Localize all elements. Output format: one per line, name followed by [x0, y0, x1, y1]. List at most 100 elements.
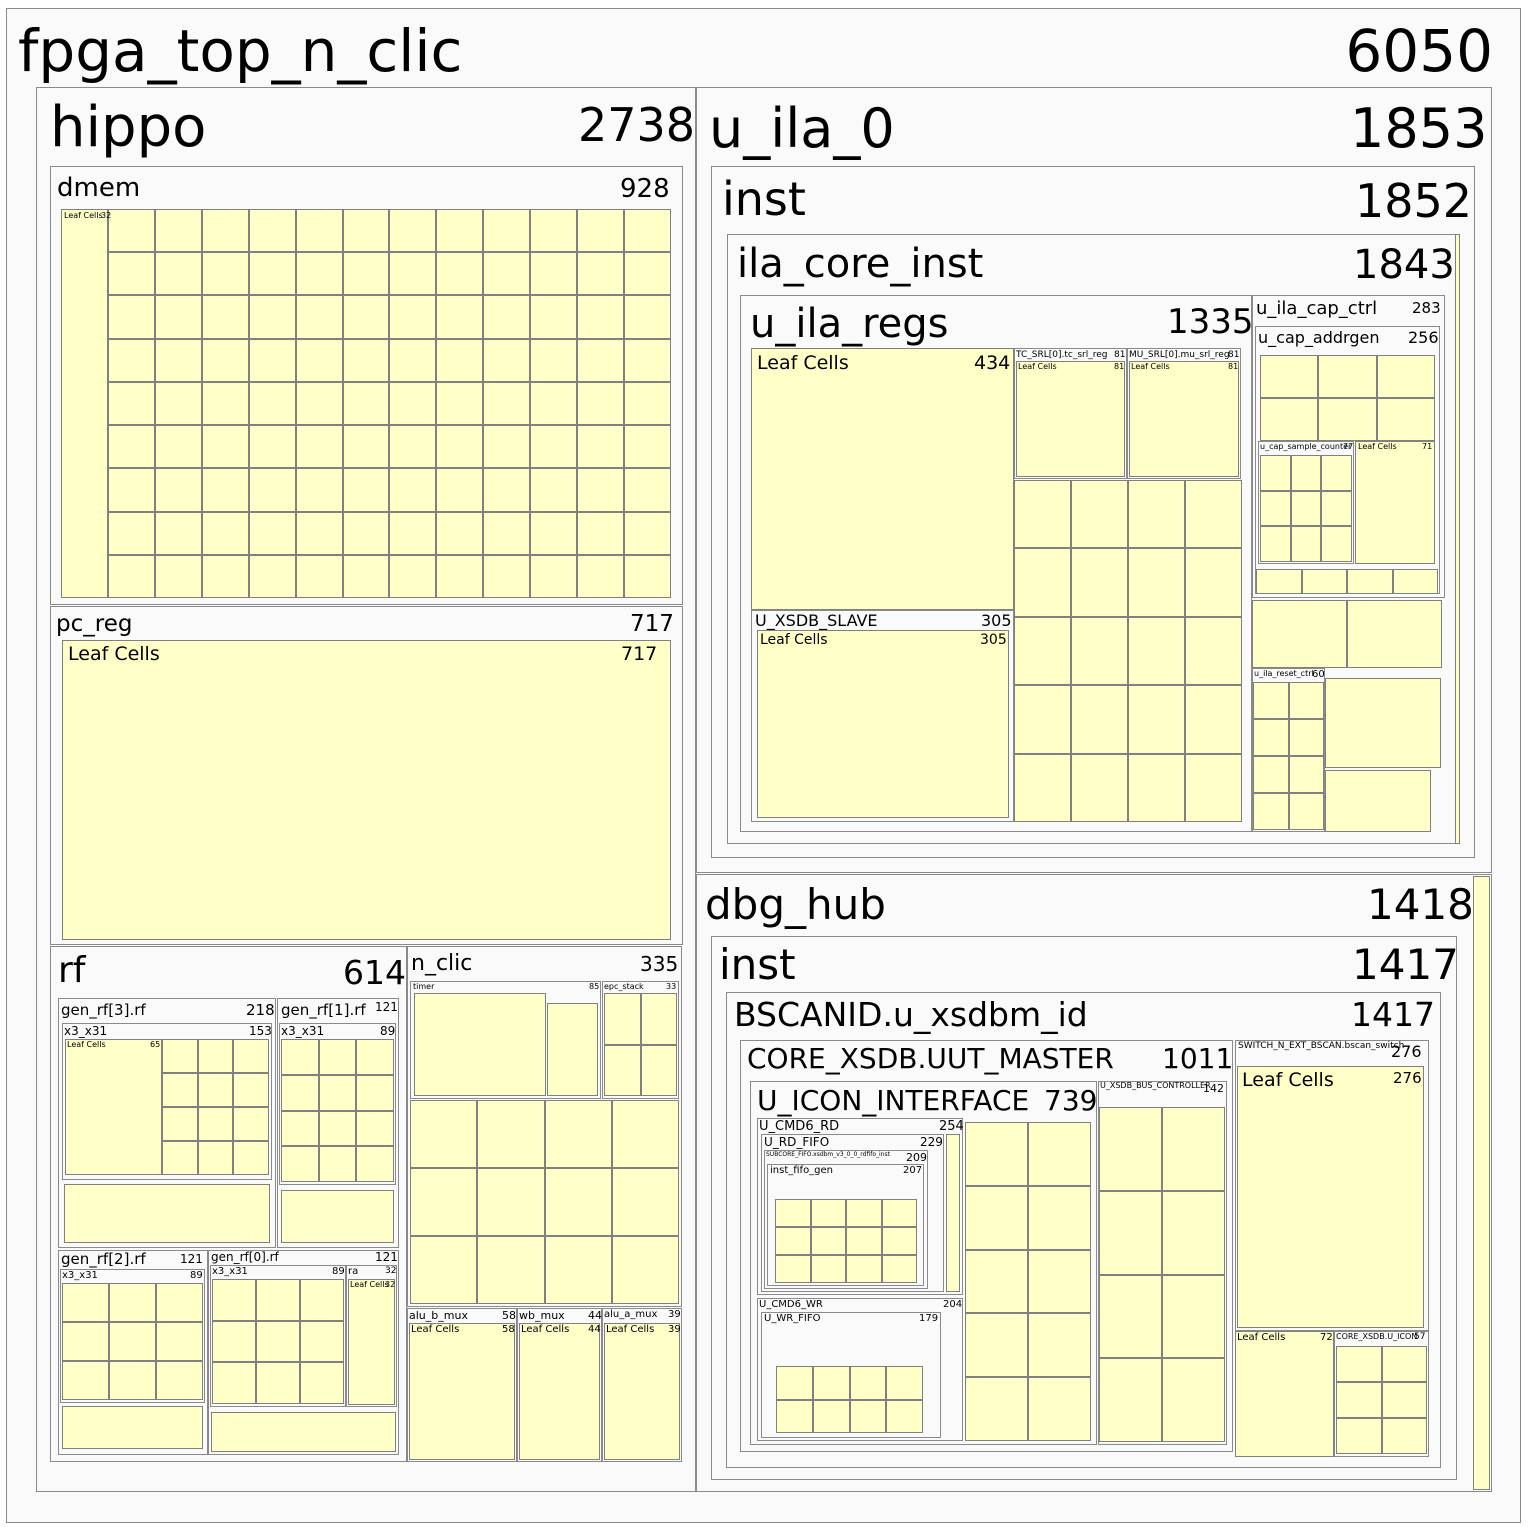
alu-b-mux-leaf-label: Leaf Cells — [411, 1324, 460, 1335]
leaf-cell — [483, 381, 531, 426]
gen-rf0-value: 121 — [375, 1250, 398, 1264]
leaf-cell — [544, 1100, 612, 1168]
cap-ctrl-leaf-cells[interactable] — [1355, 441, 1435, 564]
leaf-cell — [1260, 490, 1291, 527]
leaf-cell — [201, 338, 249, 382]
timer-block-a[interactable] — [414, 993, 546, 1096]
wb-mux-value: 44 — [588, 1309, 602, 1322]
pc-reg-leaf-cells[interactable] — [62, 640, 671, 940]
alu-b-mux-leaf-value: 58 — [502, 1324, 515, 1335]
core-xsdb-icon-label: CORE_XSDB.U_ICON — [1336, 1332, 1418, 1341]
tc-srl-leaf-value: 81 — [1114, 362, 1125, 371]
epc-stack-cells — [604, 993, 677, 1096]
leaf-cell — [1071, 616, 1128, 686]
leaf-cell — [544, 1236, 612, 1304]
subcore-fifo-value: 209 — [906, 1151, 927, 1164]
ra-value: 32 — [385, 1266, 397, 1276]
ila-core-block-b[interactable] — [1325, 770, 1431, 832]
alu-a-mux-label: alu_a_mux — [604, 1309, 658, 1320]
leaf-cell — [201, 295, 249, 339]
leaf-cell — [197, 1073, 234, 1107]
leaf-cell — [1028, 1377, 1091, 1441]
leaf-cell — [233, 1073, 269, 1107]
ila-core-misc-cells — [1252, 600, 1442, 668]
bscanid-leaf-cells[interactable] — [1235, 1331, 1334, 1457]
u-cap-sample-counter-label: u_cap_sample_counter — [1260, 442, 1352, 451]
leaf-cell — [1128, 685, 1185, 754]
leaf-cell — [1376, 398, 1435, 441]
alu-a-mux-leaf[interactable] — [604, 1323, 680, 1460]
leaf-cell — [248, 554, 296, 598]
leaf-cell — [295, 295, 343, 339]
gen-rf3-x3-value: 153 — [249, 1024, 272, 1038]
gen-rf2-extra-block[interactable] — [62, 1406, 203, 1449]
ra-label: ra — [348, 1266, 359, 1277]
leaf-cell — [389, 252, 437, 296]
wb-mux-leaf[interactable] — [519, 1323, 600, 1460]
dmem-leaf-label: Leaf Cells — [64, 211, 103, 220]
leaf-cell — [61, 209, 108, 598]
leaf-cell — [483, 295, 531, 339]
gen-rf1-extra-block[interactable] — [281, 1190, 394, 1243]
u-cmd6-rd-side-block[interactable] — [946, 1134, 960, 1292]
cap-ctrl-leaf-value: 71 — [1422, 442, 1433, 451]
gen-rf2-value: 121 — [180, 1252, 203, 1266]
gen-rf3-leaf-cells[interactable] — [65, 1039, 162, 1175]
u-xsdb-slave-value: 305 — [981, 611, 1012, 630]
leaf-cell — [162, 1073, 198, 1107]
leaf-cell — [436, 425, 484, 469]
mu-srl-leaf-label: Leaf Cells — [1131, 362, 1170, 371]
timer-block-b[interactable] — [547, 1003, 598, 1096]
bscanid-label: BSCANID.u_xsdbm_id — [734, 995, 1088, 1034]
tc-srl-leaf[interactable] — [1016, 361, 1125, 477]
leaf-cell — [318, 1039, 357, 1075]
ra-leaf-cells[interactable] — [348, 1279, 395, 1405]
u-ila-0-value: 1853 — [1350, 97, 1488, 160]
alu-b-mux-leaf[interactable] — [409, 1323, 515, 1460]
leaf-cell — [776, 1366, 813, 1400]
leaf-cell — [281, 1074, 319, 1111]
leaf-cell — [483, 252, 531, 296]
ila-inst-label: inst — [722, 172, 806, 226]
gen-rf1-x3-label: x3_x31 — [281, 1024, 325, 1038]
leaf-cell — [389, 468, 437, 512]
leaf-cell — [107, 468, 155, 512]
u-ila-regs-leaf-cells[interactable] — [751, 348, 1014, 610]
leaf-cell — [410, 1236, 478, 1304]
core-xsdb-value: 1011 — [1162, 1042, 1234, 1075]
gen-rf3-leaf-label: Leaf Cells — [67, 1040, 106, 1049]
epc-stack-value: 33 — [666, 982, 677, 991]
gen-rf3-extra-block[interactable] — [64, 1184, 270, 1243]
leaf-cell — [577, 252, 625, 296]
switch-bscan-leaf[interactable] — [1237, 1066, 1424, 1328]
mu-srl-leaf[interactable] — [1129, 361, 1239, 477]
leaf-cell — [154, 425, 202, 469]
dmem-leaf-value: 32 — [101, 211, 112, 220]
leaf-cell — [483, 511, 531, 555]
pc-reg-leaf-value: 717 — [621, 643, 658, 665]
root-value: 6050 — [1345, 17, 1493, 85]
hub-inst-value: 1417 — [1352, 940, 1459, 989]
leaf-cell — [810, 1227, 846, 1255]
leaf-cell — [197, 1141, 234, 1175]
leaf-cell — [1336, 1418, 1382, 1454]
leaf-cell — [1099, 1274, 1162, 1359]
leaf-cell — [156, 1283, 203, 1322]
rf-label: rf — [58, 950, 86, 991]
leaf-cell — [154, 468, 202, 512]
leaf-cell — [1128, 753, 1185, 822]
gen-rf0-extra-block[interactable] — [211, 1412, 396, 1452]
leaf-cell — [1185, 480, 1242, 549]
bscanid-value: 1417 — [1351, 995, 1435, 1034]
leaf-cell — [477, 1168, 545, 1236]
u-xsdb-slave-leaf[interactable] — [757, 630, 1009, 818]
leaf-cell — [846, 1255, 882, 1283]
leaf-cell — [1071, 753, 1128, 822]
u-xsdb-slave-leaf-value: 305 — [980, 632, 1007, 648]
leaf-cell — [436, 468, 484, 512]
leaf-cell — [1318, 355, 1377, 398]
leaf-cell — [256, 1279, 300, 1321]
leaf-cell — [212, 1320, 256, 1363]
hub-inst-label: inst — [719, 940, 796, 989]
ila-core-block-a[interactable] — [1325, 678, 1441, 768]
